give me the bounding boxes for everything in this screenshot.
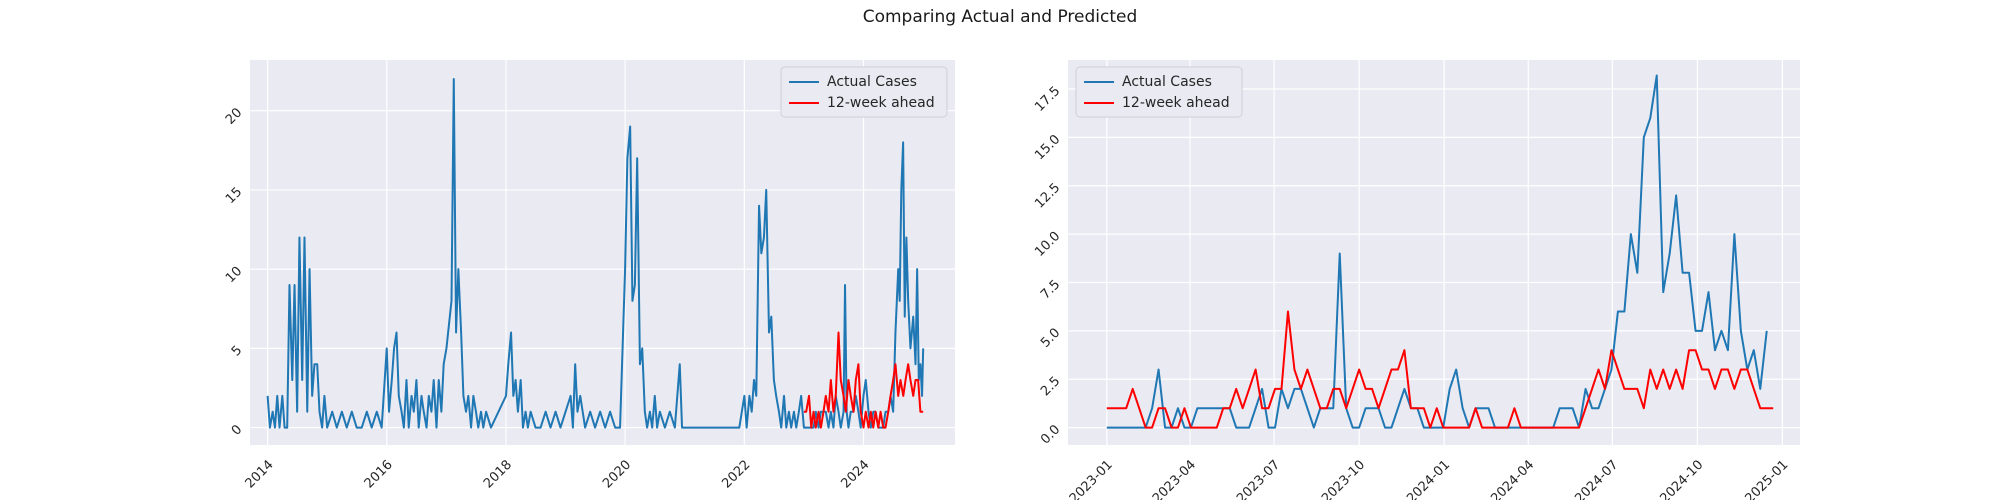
legend-label: Actual Cases (1122, 74, 1212, 90)
series-line-twelve-week-ahead (803, 331, 924, 429)
legend: Actual Cases 12-week ahead (1075, 66, 1243, 118)
x-tick-label: 2024-01 (1404, 457, 1453, 500)
legend-label: 12-week ahead (1122, 95, 1230, 111)
y-tick-label: 12.5 (1032, 180, 1063, 211)
legend: Actual Cases 12-week ahead (780, 66, 948, 118)
y-tick-label: 5 (229, 343, 245, 359)
y-tick-label: 15 (223, 185, 245, 207)
x-tick-label: 2023-01 (1067, 457, 1116, 500)
y-tick-label: 0 (229, 422, 245, 438)
x-tick-label: 2022 (719, 457, 753, 491)
y-tick-label: 0.0 (1038, 422, 1063, 447)
series-line-twelve-week-ahead (1106, 310, 1774, 429)
legend-label: 12-week ahead (827, 95, 935, 111)
legend-box (780, 66, 948, 118)
y-tick-label: 17.5 (1032, 84, 1063, 115)
plot-area (250, 60, 955, 445)
series-line-actual-cases (1106, 74, 1768, 429)
x-tick-label: 2024 (839, 457, 873, 491)
legend-label: Actual Cases (827, 74, 917, 90)
y-tick-label: 20 (223, 105, 245, 127)
x-tick-label: 2014 (243, 457, 277, 491)
x-tick-label: 2018 (481, 457, 515, 491)
y-tick-label: 7.5 (1038, 277, 1063, 302)
y-tick-label: 10 (223, 264, 245, 286)
x-tick-label: 2024-10 (1657, 457, 1706, 500)
y-tick-label: 5.0 (1038, 326, 1063, 351)
x-tick-label: 2024-04 (1488, 457, 1537, 500)
x-tick-label: 2016 (362, 457, 396, 491)
y-tick-label: 10.0 (1032, 229, 1063, 260)
x-tick-label: 2023-04 (1150, 457, 1199, 500)
right-chart: 2023-01 2023-04 2023-07 2023-10 2024-01 2024-… (1032, 60, 1800, 500)
x-tick-label: 2025-01 (1742, 457, 1791, 500)
figure-title: Comparing Actual and Predicted (862, 7, 1138, 27)
x-tick-label: 2024-07 (1572, 457, 1621, 500)
plot-area (1068, 60, 1800, 445)
x-tick-label: 2023-07 (1234, 457, 1283, 500)
y-tick-label: 2.5 (1038, 374, 1063, 399)
x-tick-label: 2020 (600, 457, 634, 491)
x-tick-label: 2023-10 (1319, 457, 1368, 500)
left-chart: 2014 2016 2018 2020 2022 2024 0 5 10 15 20 Actual C… (223, 60, 955, 491)
legend-box (1075, 66, 1243, 118)
y-tick-label: 15.0 (1032, 132, 1063, 163)
